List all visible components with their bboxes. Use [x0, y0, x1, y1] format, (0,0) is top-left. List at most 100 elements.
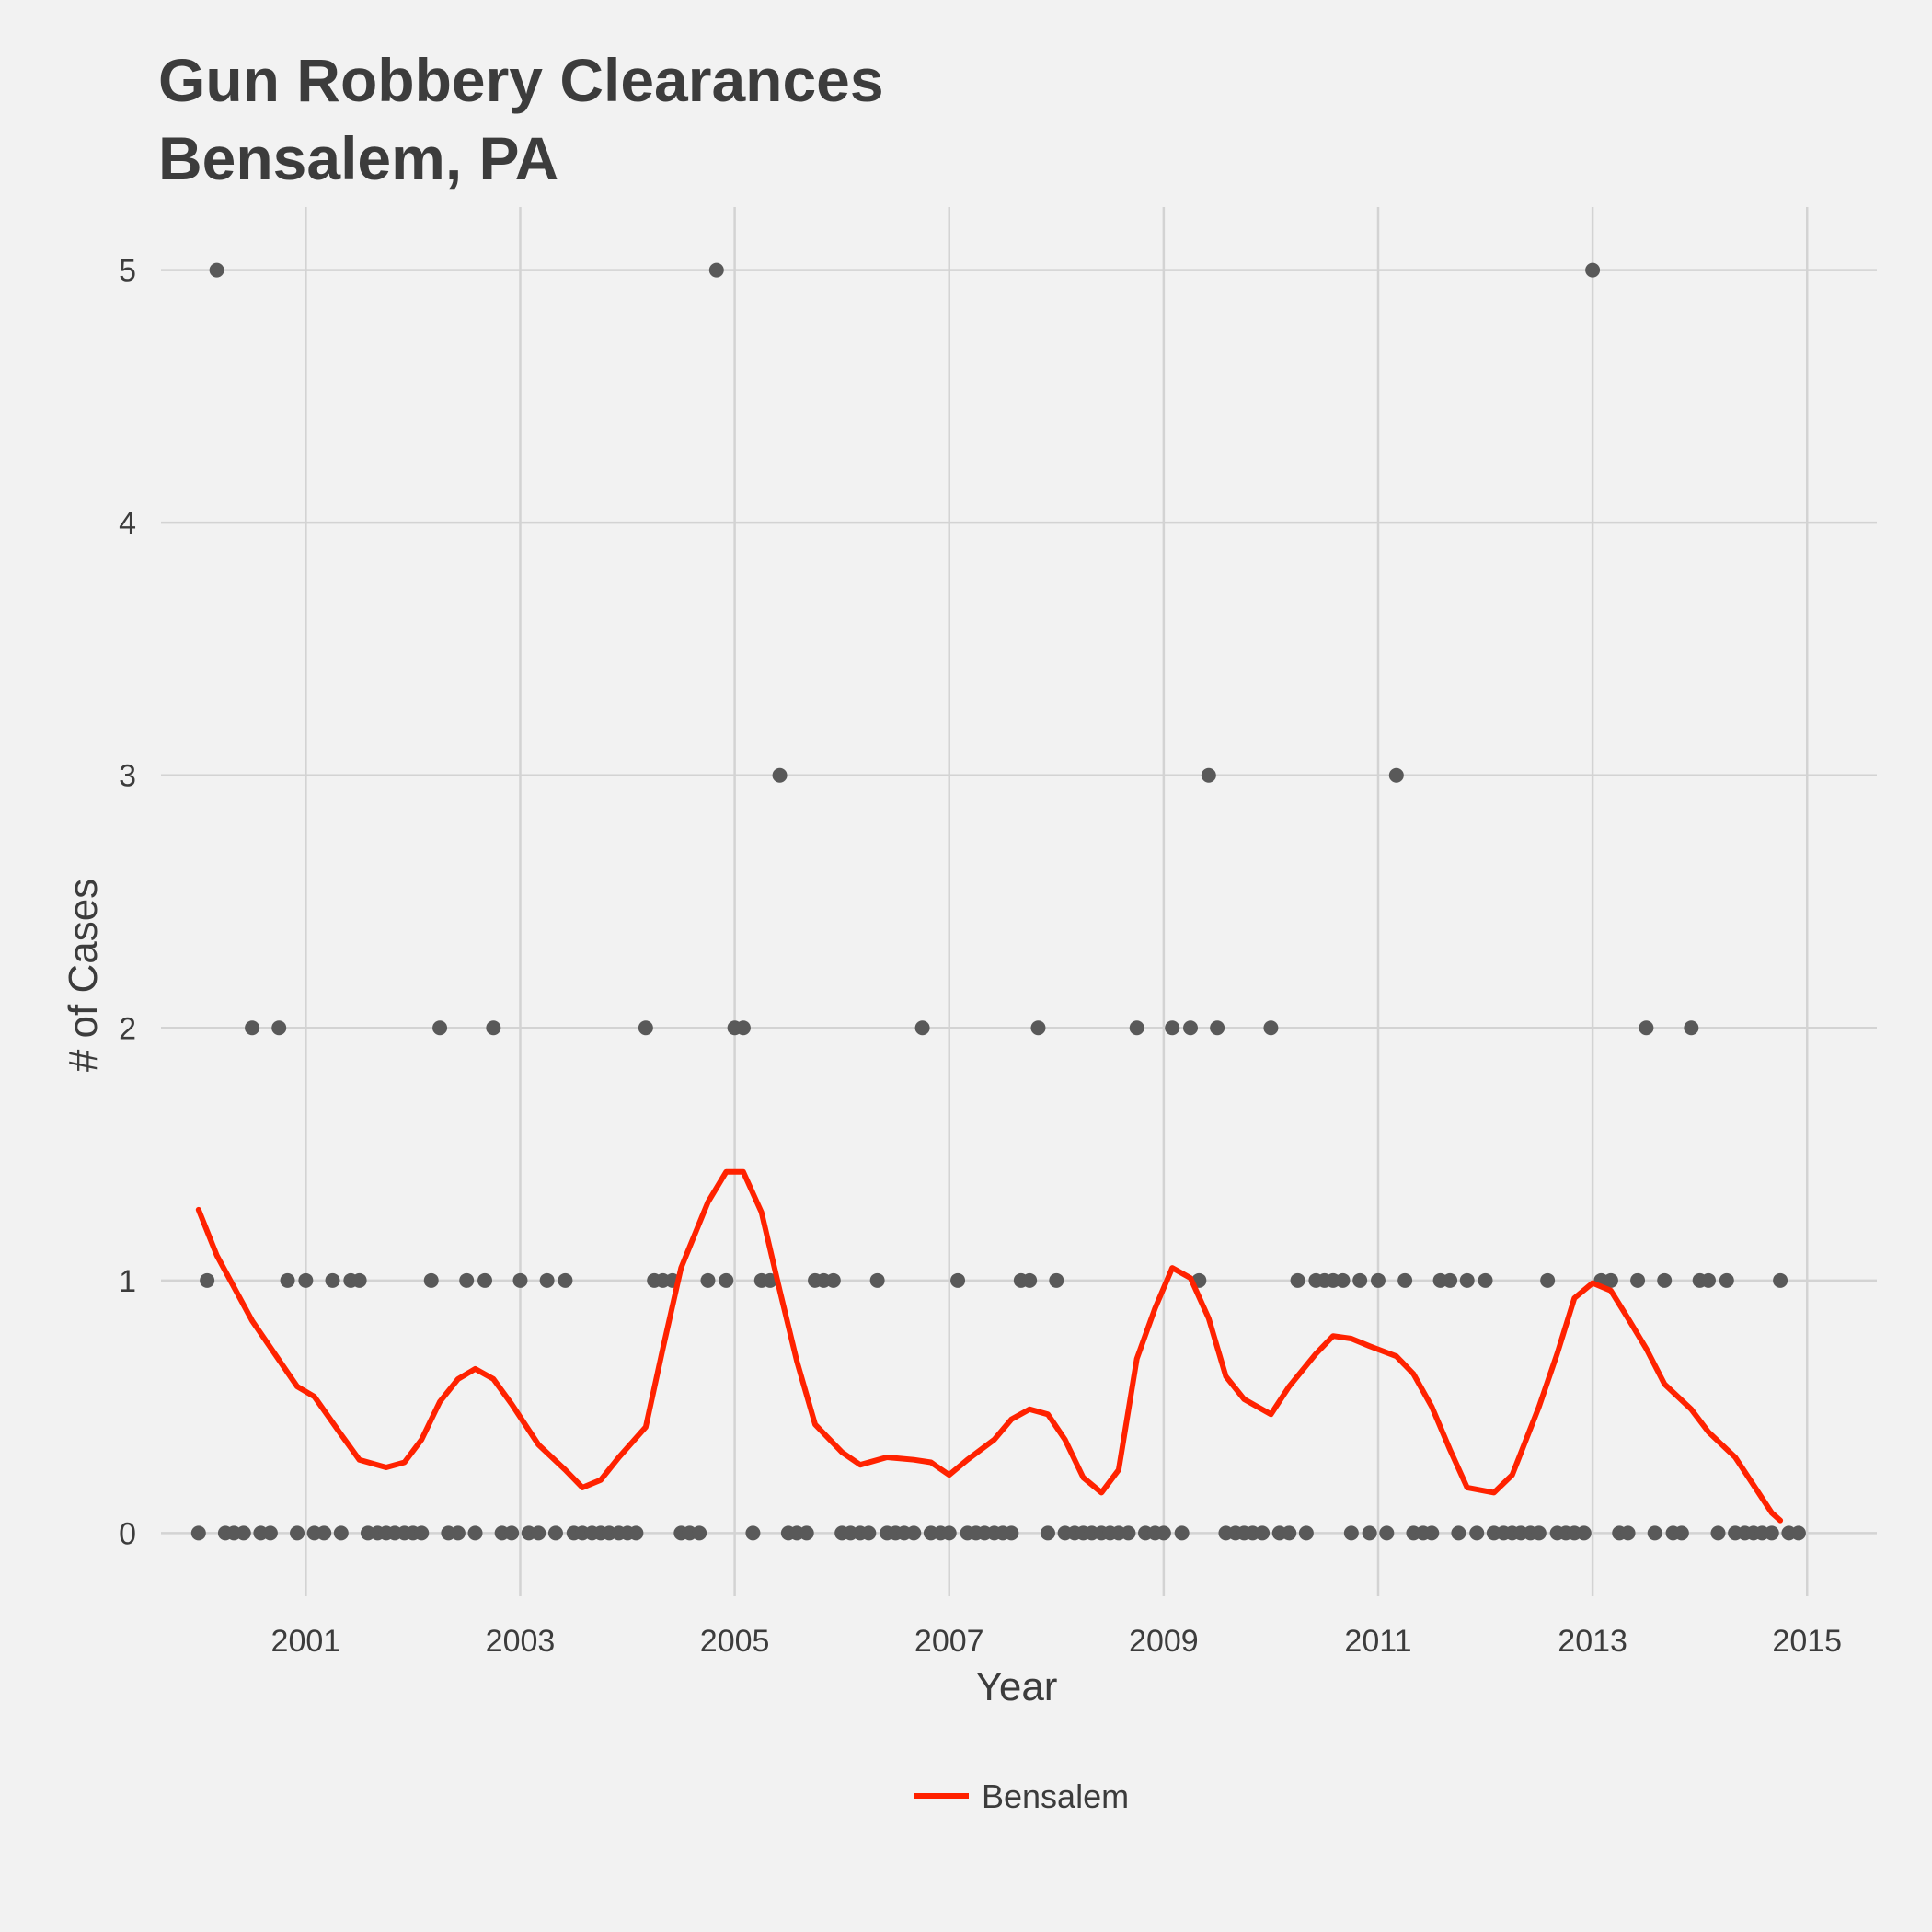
chart-title: Gun Robbery Clearances Bensalem, PA — [158, 46, 884, 192]
data-point — [1585, 262, 1601, 278]
legend-label: Bensalem — [982, 1777, 1129, 1815]
data-point — [298, 1272, 314, 1288]
data-point — [467, 1525, 483, 1541]
data-point — [280, 1272, 295, 1288]
y-tick-label: 1 — [119, 1264, 136, 1299]
data-point — [236, 1525, 251, 1541]
data-point — [1451, 1525, 1466, 1541]
data-point — [333, 1525, 349, 1541]
data-point — [1370, 1272, 1386, 1288]
x-tick-label: 2009 — [1129, 1624, 1199, 1659]
data-point — [432, 1020, 448, 1036]
data-point — [692, 1525, 707, 1541]
data-point — [1183, 1020, 1198, 1036]
x-tick-label: 2015 — [1772, 1624, 1842, 1659]
data-point — [1603, 1272, 1618, 1288]
data-point — [1639, 1020, 1654, 1036]
x-tick-label: 2003 — [486, 1624, 556, 1659]
data-point — [316, 1525, 332, 1541]
x-axis-ticks: 2001 2003 2005 2007 2009 2011 2013 2015 — [271, 1624, 1843, 1659]
data-point — [700, 1272, 716, 1288]
data-point — [1459, 1272, 1475, 1288]
data-point — [459, 1272, 475, 1288]
data-point — [1630, 1272, 1646, 1288]
legend: Bensalem — [914, 1777, 1129, 1815]
y-tick-label: 0 — [119, 1516, 136, 1551]
data-point — [245, 1020, 260, 1036]
data-point — [486, 1020, 501, 1036]
data-point — [950, 1272, 966, 1288]
data-point — [1790, 1525, 1806, 1541]
data-point — [1764, 1525, 1779, 1541]
data-point — [869, 1272, 885, 1288]
data-point — [547, 1525, 563, 1541]
data-point — [1165, 1020, 1180, 1036]
data-point — [1469, 1525, 1485, 1541]
data-point — [628, 1525, 644, 1541]
data-point — [1263, 1020, 1279, 1036]
data-point — [1282, 1525, 1297, 1541]
data-point — [325, 1272, 340, 1288]
data-point — [450, 1525, 466, 1541]
data-point — [1343, 1525, 1359, 1541]
data-point — [190, 1525, 206, 1541]
data-point — [861, 1525, 877, 1541]
data-point — [708, 262, 724, 278]
data-point — [1129, 1020, 1144, 1036]
data-point — [772, 767, 788, 783]
data-point — [735, 1020, 751, 1036]
data-point — [1647, 1525, 1662, 1541]
data-point — [209, 262, 224, 278]
data-point — [1719, 1272, 1734, 1288]
data-point — [1174, 1525, 1190, 1541]
data-point — [271, 1020, 287, 1036]
data-point — [1040, 1525, 1055, 1541]
data-point — [1710, 1525, 1726, 1541]
data-point — [262, 1525, 278, 1541]
data-point — [1540, 1272, 1556, 1288]
data-point — [799, 1525, 814, 1541]
data-point — [1290, 1272, 1305, 1288]
data-point — [1156, 1525, 1171, 1541]
data-point — [1673, 1525, 1689, 1541]
data-point — [825, 1272, 841, 1288]
data-point — [351, 1272, 367, 1288]
chart-title-line-1: Gun Robbery Clearances — [158, 46, 884, 114]
data-point — [1362, 1525, 1377, 1541]
x-tick-label: 2007 — [914, 1624, 984, 1659]
data-point — [1424, 1525, 1440, 1541]
x-tick-label: 2013 — [1558, 1624, 1627, 1659]
y-tick-label: 2 — [119, 1011, 136, 1046]
data-point — [1121, 1525, 1136, 1541]
x-tick-label: 2001 — [271, 1624, 341, 1659]
chart-title-line-2: Bensalem, PA — [158, 124, 558, 192]
data-point — [1255, 1525, 1271, 1541]
data-point — [512, 1272, 528, 1288]
scatter-points — [190, 262, 1806, 1541]
data-point — [1335, 1272, 1351, 1288]
data-point — [414, 1525, 430, 1541]
data-point — [1397, 1272, 1413, 1288]
data-point — [638, 1020, 653, 1036]
data-point — [1773, 1272, 1788, 1288]
y-axis-ticks: 0 1 2 3 4 5 — [119, 254, 136, 1552]
data-point — [1443, 1272, 1458, 1288]
y-tick-label: 4 — [119, 506, 136, 541]
data-point — [423, 1272, 439, 1288]
data-point — [1379, 1525, 1395, 1541]
bensalem-line — [195, 1168, 1784, 1524]
x-axis-title: Year — [976, 1664, 1058, 1709]
y-tick-label: 3 — [119, 759, 136, 794]
data-point — [941, 1525, 957, 1541]
data-point — [719, 1272, 734, 1288]
data-point — [1210, 1020, 1225, 1036]
data-point — [477, 1272, 493, 1288]
data-point — [1478, 1272, 1493, 1288]
data-point — [1700, 1272, 1716, 1288]
data-point — [914, 1020, 930, 1036]
trend-line-layer — [195, 1168, 1784, 1524]
data-point — [1620, 1525, 1636, 1541]
data-point — [1657, 1272, 1673, 1288]
data-point — [1030, 1020, 1046, 1036]
